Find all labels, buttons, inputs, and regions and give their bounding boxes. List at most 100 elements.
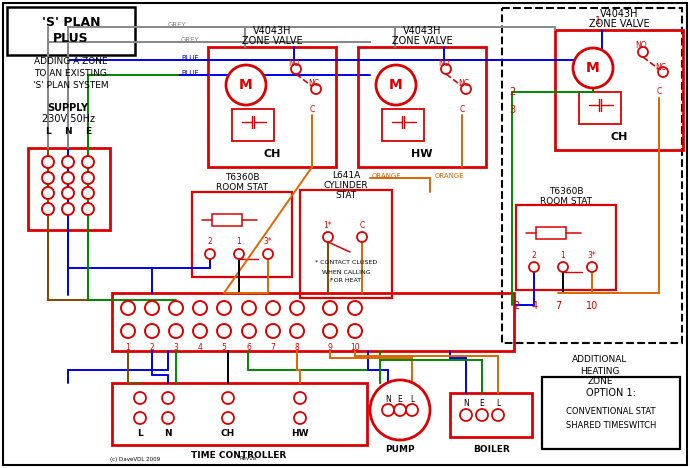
Text: ADDING A ZONE: ADDING A ZONE	[34, 58, 108, 66]
Text: N: N	[385, 395, 391, 404]
Circle shape	[42, 187, 54, 199]
Bar	[542, 377, 680, 449]
Text: 10: 10	[586, 301, 598, 311]
Circle shape	[638, 47, 648, 57]
Text: C: C	[460, 104, 464, 114]
Bar	[502, 8, 682, 343]
Text: 4: 4	[532, 301, 538, 311]
Text: BLUE: BLUE	[181, 70, 199, 76]
Text: T6360B: T6360B	[225, 174, 259, 183]
Circle shape	[42, 203, 54, 215]
Text: 2: 2	[513, 301, 519, 311]
Text: NC: NC	[655, 63, 666, 72]
Text: 1: 1	[126, 343, 130, 351]
Text: SHARED TIMESWITCH: SHARED TIMESWITCH	[566, 421, 656, 430]
Text: (c) DaveVDL 2009: (c) DaveVDL 2009	[110, 456, 160, 461]
Circle shape	[134, 412, 146, 424]
Bar	[112, 293, 514, 351]
Text: ORANGE: ORANGE	[372, 173, 402, 179]
Circle shape	[460, 409, 472, 421]
Text: Rev1a: Rev1a	[239, 456, 257, 461]
Text: 2: 2	[208, 237, 213, 247]
Text: ROOM STAT: ROOM STAT	[216, 183, 268, 192]
Circle shape	[406, 404, 418, 416]
Text: 3: 3	[509, 105, 515, 115]
Circle shape	[266, 301, 280, 315]
Text: 2: 2	[150, 343, 155, 351]
Bar	[516, 205, 616, 290]
Bar	[382, 109, 424, 141]
Circle shape	[145, 301, 159, 315]
Text: CYLINDER: CYLINDER	[324, 182, 368, 190]
Circle shape	[323, 324, 337, 338]
Circle shape	[222, 392, 234, 404]
Circle shape	[558, 262, 568, 272]
Text: V4043H: V4043H	[253, 26, 291, 36]
Text: C: C	[359, 220, 364, 229]
Bar	[208, 47, 336, 167]
Circle shape	[42, 156, 54, 168]
Text: TO AN EXISTING: TO AN EXISTING	[34, 70, 108, 79]
Circle shape	[441, 64, 451, 74]
Circle shape	[145, 324, 159, 338]
Text: NO: NO	[438, 58, 450, 67]
Text: GREY: GREY	[181, 37, 199, 43]
Bar	[579, 92, 621, 124]
Text: L: L	[45, 126, 51, 136]
Circle shape	[62, 187, 74, 199]
Circle shape	[382, 404, 394, 416]
Circle shape	[376, 65, 416, 105]
Circle shape	[62, 172, 74, 184]
Text: E: E	[480, 398, 484, 408]
Text: E: E	[85, 126, 91, 136]
Text: M: M	[389, 78, 403, 92]
Circle shape	[370, 380, 430, 440]
Circle shape	[134, 392, 146, 404]
Text: N: N	[64, 126, 72, 136]
Text: 7: 7	[555, 301, 561, 311]
Text: 'S' PLAN SYSTEM: 'S' PLAN SYSTEM	[33, 81, 109, 90]
Text: L641A: L641A	[332, 171, 360, 181]
Circle shape	[62, 156, 74, 168]
Circle shape	[573, 48, 613, 88]
Text: HW: HW	[411, 149, 433, 159]
Text: NO: NO	[635, 42, 647, 51]
Text: OPTION 1:: OPTION 1:	[586, 388, 636, 398]
Circle shape	[234, 249, 244, 259]
Text: NC: NC	[458, 80, 469, 88]
Circle shape	[121, 301, 135, 315]
Text: T6360B: T6360B	[549, 187, 583, 196]
Text: 3: 3	[174, 343, 179, 351]
Circle shape	[294, 412, 306, 424]
Text: L: L	[137, 430, 143, 439]
Text: ZONE VALVE: ZONE VALVE	[589, 19, 649, 29]
Text: GREY: GREY	[168, 22, 187, 28]
Text: WHEN CALLING: WHEN CALLING	[322, 270, 371, 275]
Text: 1*: 1*	[324, 220, 333, 229]
Bar	[536, 227, 566, 239]
Text: BLUE: BLUE	[181, 55, 199, 61]
Text: NC: NC	[308, 80, 319, 88]
Text: CH: CH	[264, 149, 281, 159]
Circle shape	[348, 324, 362, 338]
Text: BOILER: BOILER	[473, 446, 509, 454]
Text: E: E	[397, 395, 402, 404]
Circle shape	[121, 324, 135, 338]
Text: V4043H: V4043H	[600, 9, 638, 19]
Text: CH: CH	[221, 430, 235, 439]
Circle shape	[242, 324, 256, 338]
Text: M: M	[239, 78, 253, 92]
Text: ROOM STAT: ROOM STAT	[540, 197, 592, 205]
Circle shape	[291, 64, 301, 74]
Text: 9: 9	[328, 343, 333, 351]
Circle shape	[394, 404, 406, 416]
Text: N: N	[463, 398, 469, 408]
Bar	[555, 30, 683, 150]
Bar	[450, 393, 532, 437]
Circle shape	[222, 412, 234, 424]
Circle shape	[217, 301, 231, 315]
Text: 7: 7	[270, 343, 275, 351]
Text: HW: HW	[291, 430, 308, 439]
Circle shape	[205, 249, 215, 259]
Circle shape	[461, 84, 471, 94]
